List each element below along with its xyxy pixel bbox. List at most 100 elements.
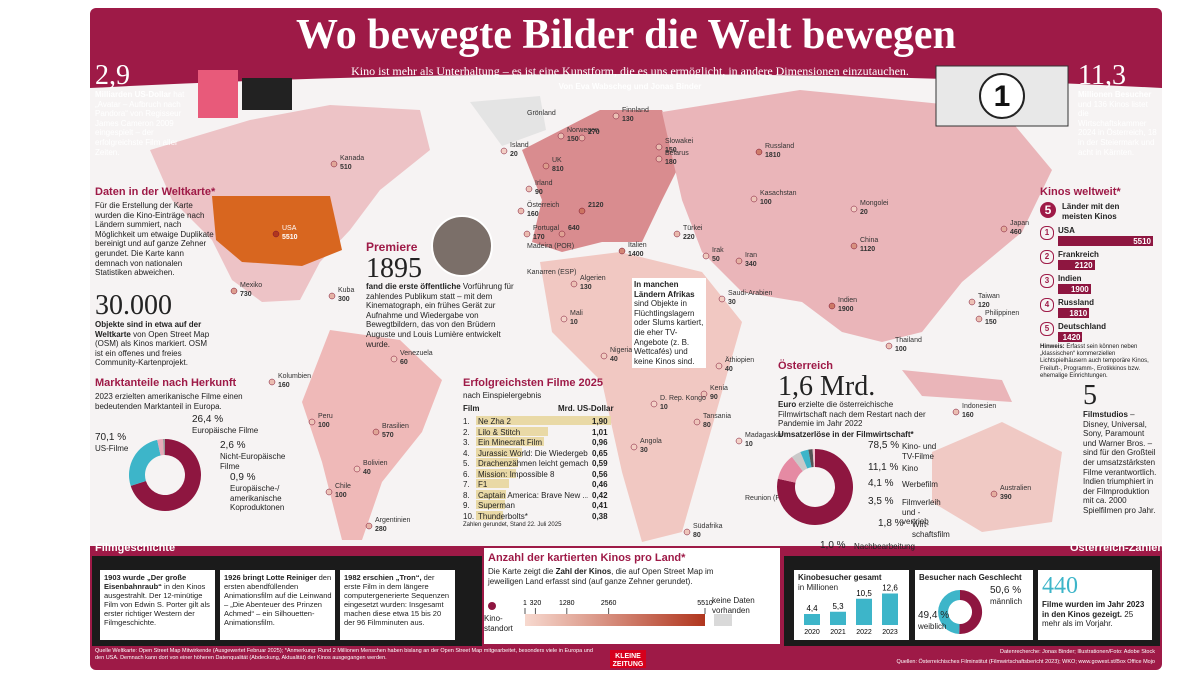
film-rank: 6. bbox=[463, 469, 470, 479]
country-value: 10 bbox=[570, 319, 578, 326]
lumiere-photo bbox=[431, 215, 493, 277]
text: Vorführung für zahlendes Publikum statt … bbox=[366, 282, 514, 349]
film-bar bbox=[476, 416, 611, 425]
cinema-marker bbox=[600, 352, 608, 360]
film-value: 0,65 bbox=[592, 448, 608, 458]
visitor-bar bbox=[882, 593, 898, 625]
country-value: 270 bbox=[588, 129, 600, 136]
country-name: Taiwan bbox=[978, 293, 1000, 300]
country-value: 30 bbox=[640, 447, 648, 454]
country-bar: 1810 bbox=[1058, 308, 1090, 318]
cinema-marker bbox=[542, 162, 550, 170]
column-header: Mrd. US-Dollar bbox=[558, 404, 614, 413]
text: Länder mit den meisten Kinos bbox=[1062, 202, 1120, 221]
country-value: 170 bbox=[533, 234, 545, 241]
cinema-marker bbox=[968, 298, 976, 306]
text: Die Karte zeigt die bbox=[488, 567, 556, 576]
country-name: Saudi-Arabien bbox=[728, 290, 772, 297]
text: Erfasst sein können neben „klassischen“ … bbox=[1040, 344, 1149, 379]
europe bbox=[522, 110, 682, 252]
country-bar: 1900 bbox=[1058, 284, 1091, 294]
section-title: Erfolgreichsten Filme 2025 bbox=[463, 377, 603, 389]
country-value: 100 bbox=[760, 199, 772, 206]
cinema-marker bbox=[578, 207, 586, 215]
cinema-marker bbox=[700, 390, 708, 398]
logo-bottom: ZEITUNG bbox=[613, 661, 644, 668]
segment-label: US-Filme bbox=[95, 444, 129, 453]
cinema-marker bbox=[702, 252, 710, 260]
visitor-bar bbox=[804, 614, 820, 625]
bar-label: 12,6 bbox=[882, 584, 898, 593]
segment-label: Europäische Filme bbox=[192, 426, 259, 435]
film-value: 1,01 bbox=[592, 427, 608, 437]
donut-slice bbox=[959, 589, 983, 634]
text: erzielte die österreichische Filmwirtsch… bbox=[778, 400, 926, 429]
intro-text: Millionen Besucher und 136 Kinos listet … bbox=[1078, 90, 1158, 157]
countdown-circle bbox=[979, 73, 1025, 119]
segment-value: 0,9 % bbox=[230, 472, 256, 483]
text: von Open Street Map (OSM) als Kinos mark… bbox=[95, 329, 210, 368]
cinema-marker bbox=[885, 342, 893, 350]
cinema-marker bbox=[523, 230, 531, 238]
segment-label: Nachbearbeitung bbox=[854, 542, 915, 551]
country-name: Australien bbox=[1000, 485, 1031, 492]
film-title: Thunderbolts* bbox=[478, 511, 528, 521]
segment-value: 1,8 % bbox=[878, 518, 904, 529]
section-title: Anzahl der kartierten Kinos pro Land* bbox=[488, 552, 686, 564]
cinema-marker bbox=[557, 132, 565, 140]
marker-sample bbox=[488, 602, 496, 610]
note-box: In manchen Ländern Afrikas sind Objekte … bbox=[632, 278, 706, 369]
country-value: 80 bbox=[693, 532, 701, 539]
country-name: Philippinen bbox=[985, 310, 1019, 317]
subtitle: Kino ist mehr als Unterhaltung – es ist … bbox=[351, 64, 909, 78]
australia bbox=[932, 422, 1062, 532]
cinema-marker bbox=[693, 418, 701, 426]
history-item: 1903 wurde „Der große Eisenbahnraub“ in … bbox=[104, 573, 212, 627]
logo-box bbox=[610, 650, 646, 668]
country-value: 60 bbox=[400, 359, 408, 366]
country-value: 300 bbox=[338, 296, 350, 303]
segment-value: 78,5 % bbox=[868, 440, 900, 451]
cinema-marker bbox=[750, 195, 758, 203]
film-value: 1,90 bbox=[592, 417, 608, 426]
text: Filmstudios – Disney, Universal, Sony, P… bbox=[1083, 410, 1158, 516]
scale-label: 2560 bbox=[601, 600, 617, 607]
country-name: Chile bbox=[335, 483, 351, 490]
country-name: Reunion (FRA) bbox=[745, 495, 792, 502]
film-value: 0,59 bbox=[592, 459, 608, 468]
film-value: 0,41 bbox=[592, 501, 608, 510]
history-card bbox=[220, 570, 335, 640]
cinema-marker bbox=[372, 428, 380, 436]
country-value: 5510 bbox=[1133, 237, 1151, 246]
segment-label: Kino- und TV-Filme bbox=[902, 442, 937, 461]
country-name: Äthiopien bbox=[725, 356, 754, 364]
country-name: Portugal bbox=[533, 225, 560, 232]
country-value: 1400 bbox=[628, 251, 644, 258]
country-value: 160 bbox=[278, 382, 290, 389]
year-label: 2020 bbox=[804, 629, 820, 636]
text: sind Objekte in Flüchtlingslagern oder S… bbox=[634, 299, 704, 366]
country-name: UK bbox=[552, 157, 562, 164]
scale-label: 320 bbox=[530, 600, 542, 607]
bold-text: Millionen Besucher bbox=[1078, 90, 1152, 99]
figure: 5 bbox=[1083, 380, 1097, 411]
film-rank: 7. bbox=[463, 480, 470, 489]
cinema-marker bbox=[683, 528, 691, 536]
country-value: 20 bbox=[860, 209, 868, 216]
bold-text: Hinweis: bbox=[1040, 344, 1065, 350]
film-bar bbox=[476, 510, 503, 520]
cinema-marker bbox=[715, 362, 723, 370]
country-value: 90 bbox=[710, 394, 718, 401]
marker-label: Kino-standort bbox=[484, 614, 513, 633]
film-bar bbox=[476, 437, 545, 446]
film-title: Captain America: Brave New ... bbox=[478, 490, 588, 500]
cinema-marker bbox=[650, 400, 658, 408]
cinema-marker bbox=[325, 488, 333, 496]
segment-value: 1,0 % bbox=[820, 540, 846, 551]
country-name: Thailand bbox=[895, 337, 922, 344]
source: Quelle Weltkarte: Open Street Map Mitwir… bbox=[95, 648, 593, 661]
segment-value: 26,4 % bbox=[192, 414, 224, 425]
country-value: 10 bbox=[745, 441, 753, 448]
text: – Disney, Universal, Sony, Paramount und… bbox=[1083, 410, 1157, 515]
donut-slice bbox=[938, 590, 960, 634]
